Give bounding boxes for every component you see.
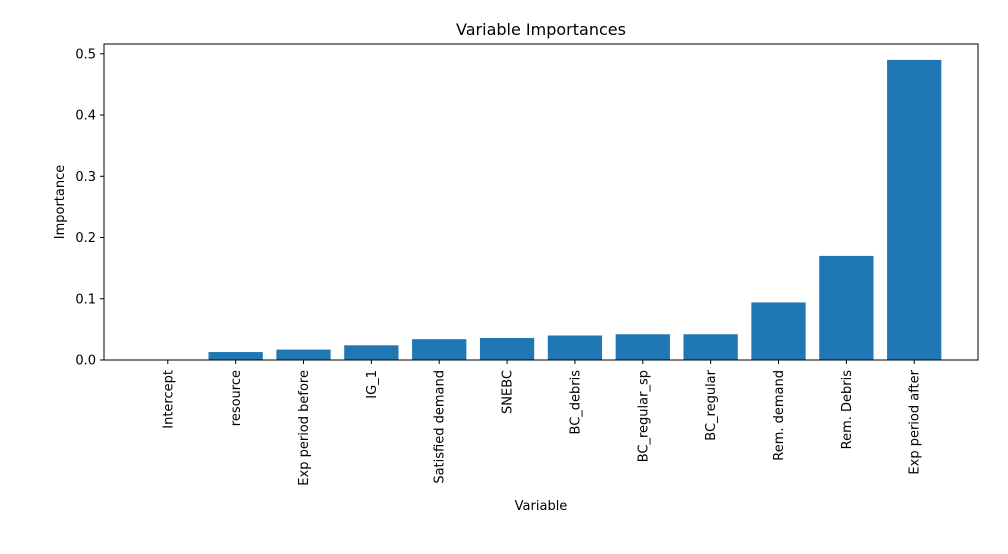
y-tick-label: 0.1 xyxy=(75,292,96,307)
y-axis-label: Importance xyxy=(53,165,68,240)
x-tick-label: Rem. Debris xyxy=(840,370,855,450)
bar-5 xyxy=(479,337,535,360)
bars-layer xyxy=(208,59,942,360)
x-tick-label: Exp period after xyxy=(908,369,923,474)
x-axis: Intercept resource Exp period before IG_1 Sa… xyxy=(161,360,923,486)
bar-4 xyxy=(412,339,467,360)
bar-8 xyxy=(683,334,738,360)
y-tick-label: 0.4 xyxy=(75,109,96,124)
y-axis: 0.0 0.1 0.2 0.3 0.4 0.5 xyxy=(75,47,104,369)
x-tick-label: BC_regular_sp xyxy=(636,370,651,462)
x-tick-label: Intercept xyxy=(161,370,176,429)
x-tick-label: Rem. demand xyxy=(772,370,787,461)
x-tick-label: IG_1 xyxy=(365,370,380,399)
x-tick-label: Satisfied demand xyxy=(433,370,448,484)
x-tick-label: SNEBC xyxy=(501,370,516,414)
y-tick-label: 0.2 xyxy=(75,231,96,246)
x-tick-label: resource xyxy=(229,370,244,426)
y-tick-label: 0.5 xyxy=(75,47,96,62)
plot-area-frame xyxy=(103,43,979,361)
y-tick-label: 0.3 xyxy=(75,170,96,185)
bar-3 xyxy=(344,345,399,360)
y-tick-label: 0.0 xyxy=(75,354,96,369)
bar-1 xyxy=(208,352,263,360)
bar-7 xyxy=(615,334,670,360)
bar-2 xyxy=(276,349,331,360)
chart-title: Variable Importances xyxy=(456,20,626,39)
x-axis-label: Variable xyxy=(515,499,568,514)
x-tick-label: Exp period before xyxy=(297,370,312,486)
x-tick-label: BC_regular xyxy=(704,369,719,440)
bar-6 xyxy=(547,335,603,360)
bar-9 xyxy=(751,302,806,360)
bar-11 xyxy=(887,59,942,360)
x-tick-label: BC_debris xyxy=(568,370,583,435)
bar-10 xyxy=(819,255,874,360)
